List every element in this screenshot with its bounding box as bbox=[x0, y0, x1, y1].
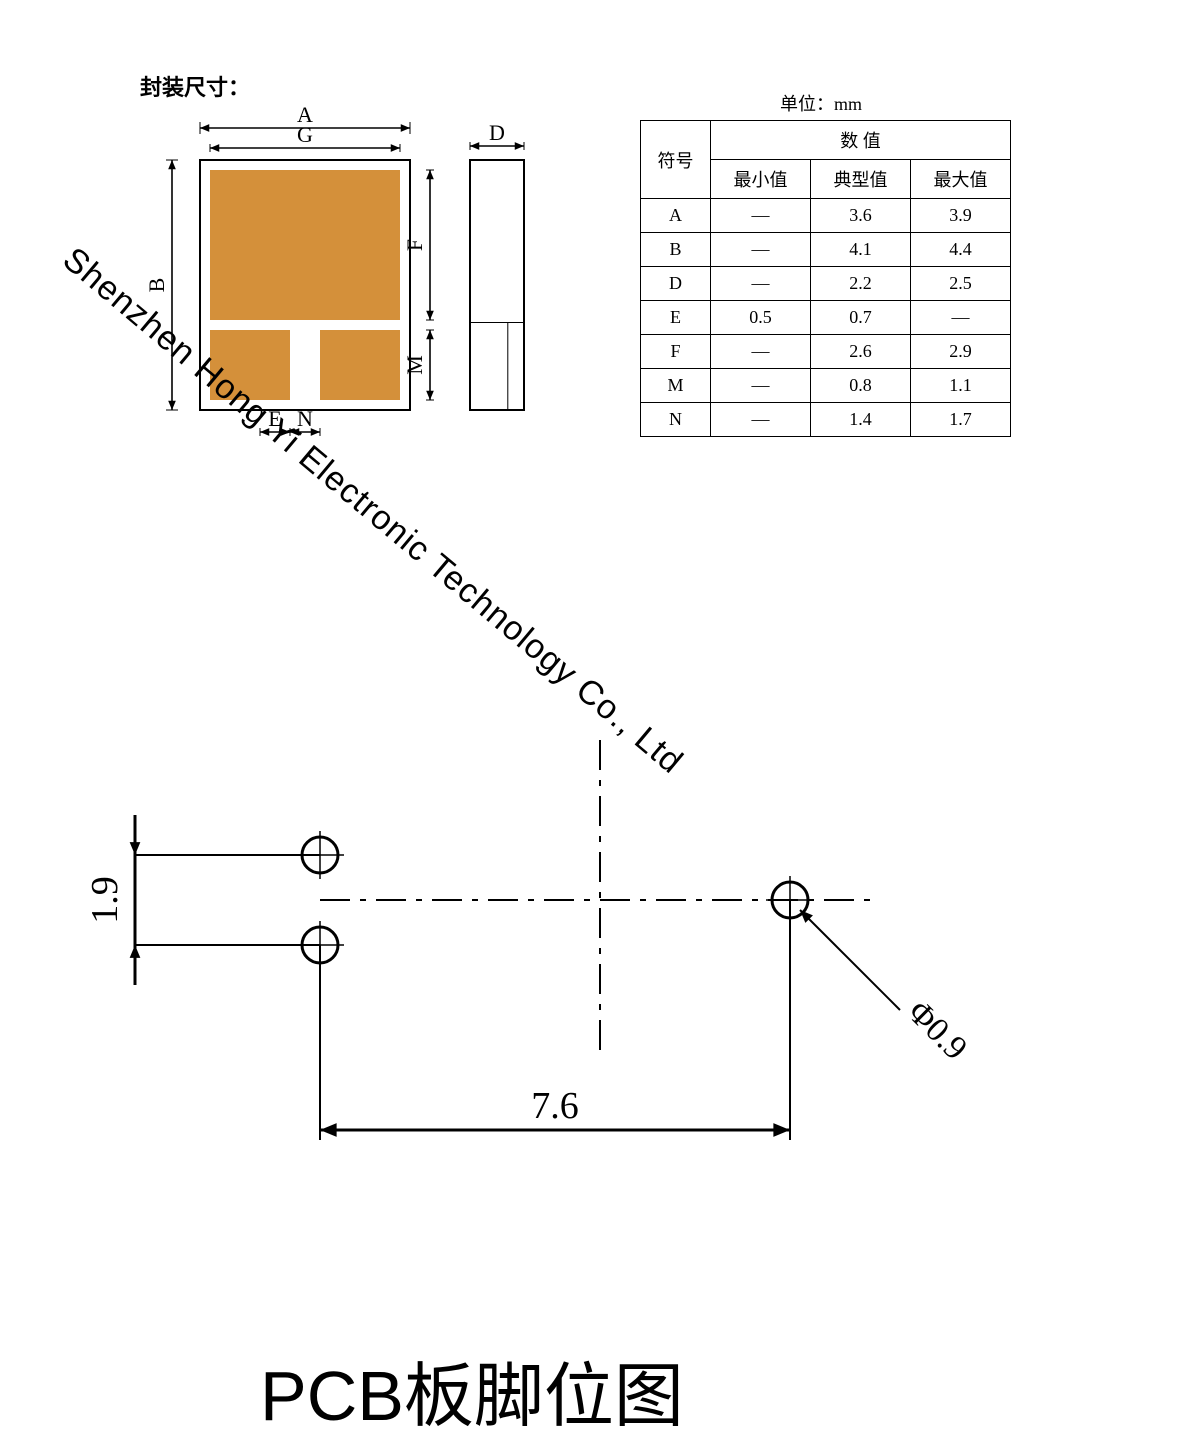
dimension-table: 符号数 值最小值典型值最大值A—3.63.9B—4.14.4D—2.22.5E0… bbox=[640, 120, 1011, 437]
svg-text:M: M bbox=[402, 355, 427, 375]
svg-text:7.6: 7.6 bbox=[531, 1085, 579, 1127]
unit-label: 单位：mm bbox=[780, 90, 862, 116]
package-size-title: 封装尺寸： bbox=[140, 70, 250, 102]
svg-text:F: F bbox=[402, 239, 427, 251]
svg-text:N: N bbox=[297, 406, 313, 431]
package-diagram: AGBFMEND bbox=[100, 100, 660, 520]
svg-text:E: E bbox=[268, 406, 281, 431]
page: 封装尺寸： 单位：mm AGBFMEND 符号数 值最小值典型值最大值A—3.6… bbox=[0, 0, 1200, 1444]
svg-text:Φ0.9: Φ0.9 bbox=[900, 993, 974, 1067]
pcb-title: PCB板脚位图 bbox=[260, 1340, 684, 1441]
svg-text:G: G bbox=[297, 122, 313, 147]
svg-text:B: B bbox=[144, 278, 169, 293]
svg-text:D: D bbox=[489, 120, 505, 145]
pcb-footprint-diagram: 1.9 7.6 Φ0.9 bbox=[0, 700, 1200, 1300]
svg-text:1.9: 1.9 bbox=[84, 876, 126, 924]
